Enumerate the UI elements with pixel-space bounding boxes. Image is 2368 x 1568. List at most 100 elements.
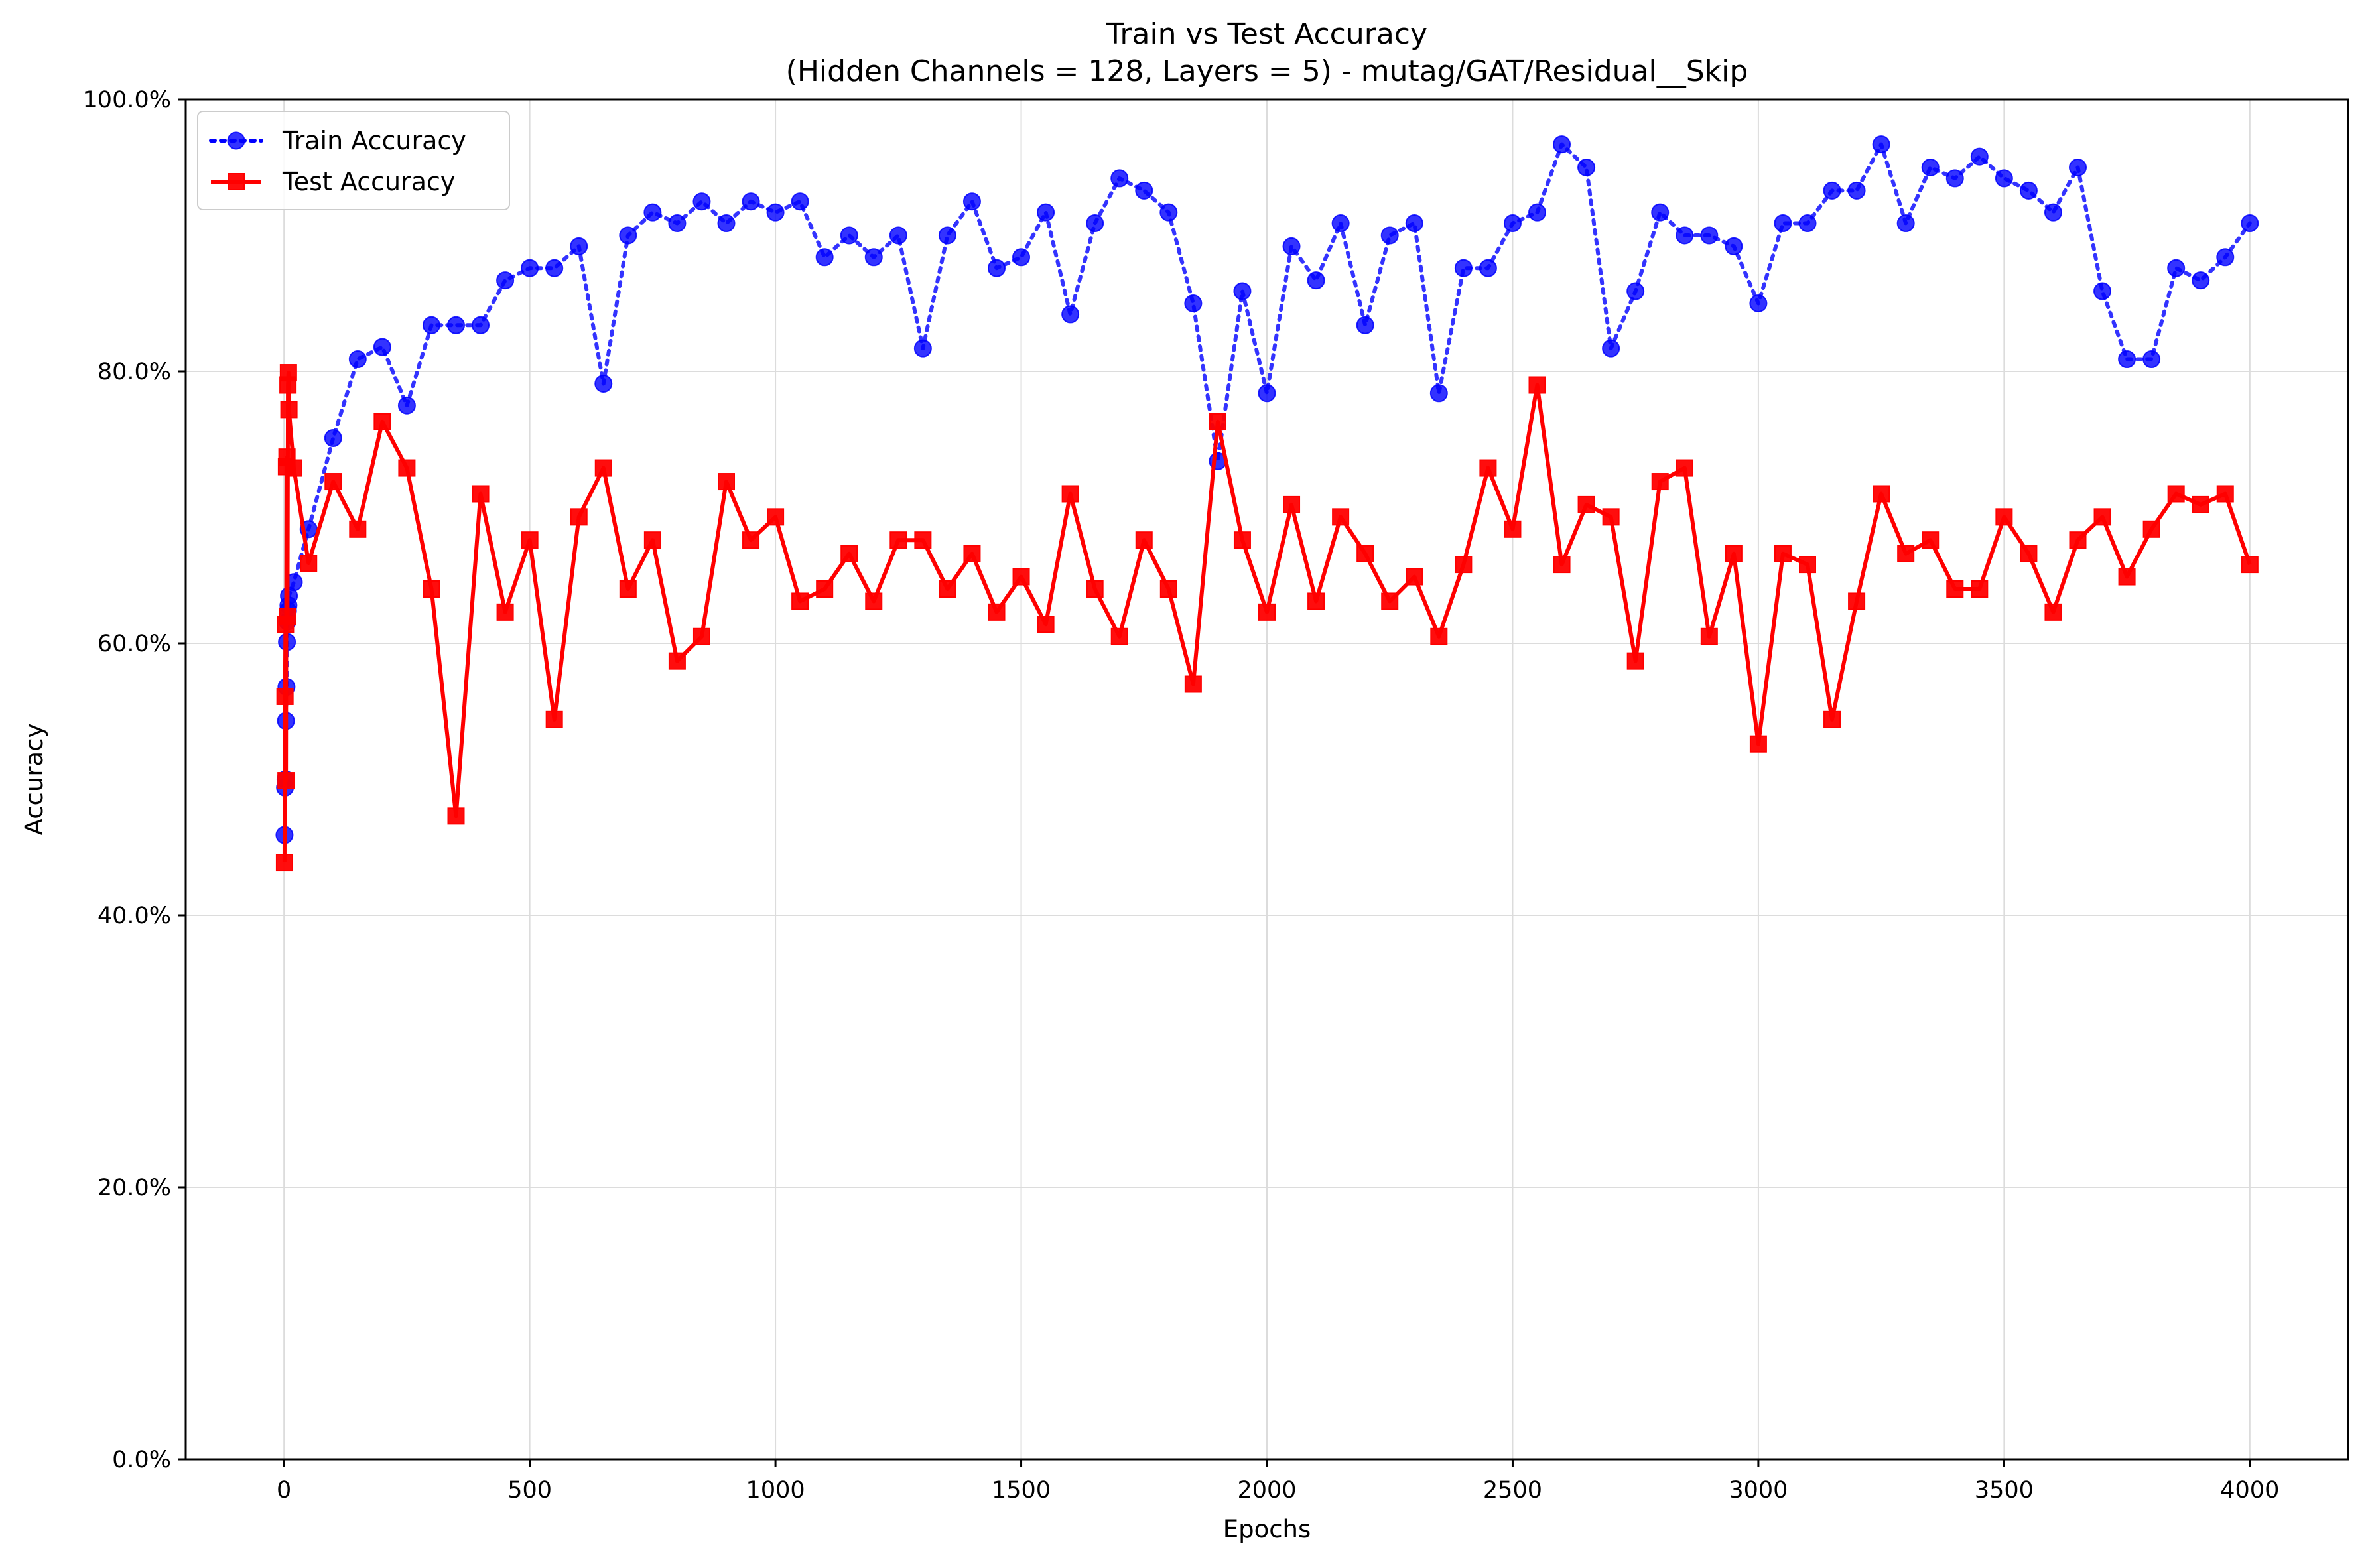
data-point bbox=[840, 545, 858, 562]
data-point bbox=[1430, 627, 1448, 645]
data-point bbox=[2044, 603, 2062, 621]
legend-marker bbox=[227, 131, 245, 150]
data-point bbox=[864, 248, 883, 267]
data-point bbox=[766, 203, 785, 222]
data-point bbox=[938, 226, 956, 245]
data-point bbox=[279, 364, 297, 382]
x-tick-label: 3500 bbox=[1975, 1477, 2034, 1504]
chart-subtitle: (Hidden Channels = 128, Layers = 5) - mu… bbox=[786, 54, 1748, 88]
data-point bbox=[767, 508, 785, 526]
data-point bbox=[1258, 384, 1276, 403]
data-point bbox=[1110, 169, 1129, 188]
legend-marker bbox=[228, 173, 245, 190]
data-point bbox=[279, 608, 296, 625]
data-point bbox=[2142, 520, 2160, 538]
data-point bbox=[496, 603, 514, 621]
data-point bbox=[742, 192, 760, 211]
data-point bbox=[1896, 214, 1915, 233]
data-point bbox=[1528, 203, 1546, 222]
series-test-accuracy bbox=[275, 364, 2259, 872]
x-tick-label: 1000 bbox=[746, 1477, 805, 1504]
data-point bbox=[1258, 603, 1276, 621]
data-point bbox=[2241, 214, 2259, 233]
data-point bbox=[447, 316, 465, 334]
data-point bbox=[1700, 627, 1718, 645]
data-point bbox=[643, 531, 661, 549]
data-point bbox=[1233, 282, 1252, 300]
data-point bbox=[2167, 485, 2185, 503]
data-point bbox=[1479, 259, 1497, 277]
data-point bbox=[1725, 545, 1743, 562]
data-point bbox=[397, 396, 416, 415]
data-point bbox=[1356, 545, 1374, 562]
data-point bbox=[1381, 592, 1399, 610]
data-point bbox=[1921, 159, 1940, 176]
data-point bbox=[1307, 592, 1325, 610]
data-point bbox=[1503, 214, 1522, 233]
data-point bbox=[1209, 413, 1226, 430]
legend-label: Test Accuracy bbox=[282, 167, 455, 196]
data-point bbox=[1332, 508, 1350, 526]
data-point bbox=[1479, 459, 1497, 477]
data-point bbox=[324, 473, 342, 491]
data-point bbox=[815, 248, 834, 267]
data-point bbox=[496, 271, 515, 290]
data-point bbox=[1037, 203, 1055, 222]
data-point bbox=[594, 374, 613, 393]
data-point bbox=[1307, 271, 1325, 290]
y-axis-label: Accuracy bbox=[20, 724, 48, 836]
data-point bbox=[1159, 203, 1178, 222]
x-tick-label: 2000 bbox=[1237, 1477, 1296, 1504]
data-point bbox=[1873, 485, 1890, 503]
data-point bbox=[1282, 237, 1301, 255]
x-tick-label: 0 bbox=[277, 1477, 291, 1504]
x-tick-label: 3000 bbox=[1729, 1477, 1788, 1504]
data-point bbox=[1676, 226, 1694, 245]
data-point bbox=[545, 710, 563, 728]
data-point bbox=[1774, 214, 1792, 233]
data-point bbox=[692, 192, 711, 211]
data-point bbox=[570, 508, 588, 526]
data-point bbox=[1429, 384, 1448, 403]
data-point bbox=[1405, 214, 1423, 233]
data-point bbox=[1946, 580, 1964, 598]
data-point bbox=[889, 226, 907, 245]
data-point bbox=[521, 259, 539, 277]
x-axis-label: Epochs bbox=[1223, 1515, 1311, 1543]
data-point bbox=[349, 520, 367, 538]
data-point bbox=[2093, 282, 2112, 300]
data-point bbox=[1504, 520, 1522, 538]
data-point bbox=[718, 473, 735, 491]
data-point bbox=[398, 459, 416, 477]
data-point bbox=[1848, 592, 1866, 610]
data-point bbox=[447, 807, 465, 825]
data-point bbox=[643, 203, 662, 222]
data-point bbox=[1626, 282, 1645, 300]
data-point bbox=[816, 580, 834, 598]
data-point bbox=[2093, 508, 2111, 526]
legend-entry: Train Accuracy bbox=[209, 126, 466, 155]
data-point bbox=[423, 580, 440, 598]
plot-series bbox=[275, 135, 2259, 872]
data-point bbox=[2020, 545, 2038, 562]
data-point bbox=[1135, 531, 1153, 549]
data-point bbox=[1380, 226, 1399, 245]
data-point bbox=[1872, 135, 1890, 154]
data-point bbox=[1454, 259, 1473, 277]
data-point bbox=[1553, 135, 1571, 154]
data-point bbox=[1626, 652, 1644, 670]
data-point bbox=[913, 339, 932, 358]
data-point bbox=[791, 192, 809, 211]
legend-entry: Test Accuracy bbox=[211, 167, 455, 196]
data-point bbox=[1528, 376, 1546, 394]
data-point bbox=[1086, 580, 1104, 598]
data-point bbox=[276, 687, 294, 705]
data-point bbox=[373, 338, 391, 356]
data-point bbox=[2044, 203, 2062, 222]
data-point bbox=[2216, 248, 2235, 267]
data-point bbox=[521, 531, 539, 549]
axis-ticks: 0 500 1000 1500 2000 2500 3000 3500 4000 0.0% 20.0… bbox=[83, 87, 2280, 1504]
data-point bbox=[1651, 473, 1669, 491]
